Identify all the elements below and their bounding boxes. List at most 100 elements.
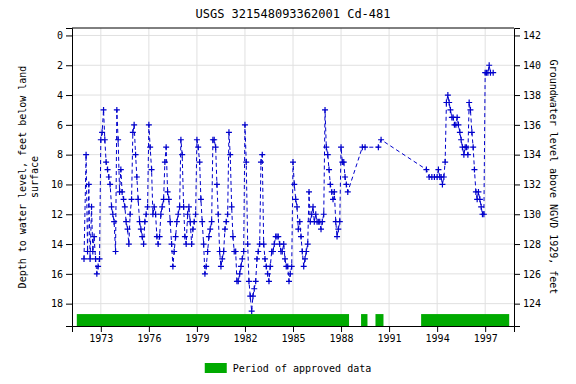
tick-label: 6 (57, 120, 63, 131)
marker (221, 249, 227, 255)
marker (165, 189, 171, 195)
tick-mark (66, 274, 72, 275)
marker (139, 234, 145, 240)
marker (266, 278, 272, 284)
tick-label: 1982 (233, 333, 257, 344)
axis-line (515, 29, 521, 327)
marker (203, 263, 209, 269)
marker (114, 107, 120, 113)
tick-mark (514, 304, 520, 305)
tick: 1973 (89, 326, 113, 344)
marker (86, 181, 92, 187)
tick: 14 (51, 239, 72, 250)
marker (159, 204, 165, 210)
tick-label: 14 (51, 239, 63, 250)
tick: 4 (57, 90, 72, 101)
marker (225, 211, 231, 217)
tick-label: 130 (523, 209, 541, 220)
marker (242, 122, 248, 128)
marker (115, 137, 121, 143)
marker (218, 263, 224, 269)
tick-label: 1994 (426, 333, 450, 344)
tick-mark (66, 155, 72, 156)
marker (475, 189, 481, 195)
tick: 126 (514, 269, 541, 280)
marker (129, 196, 135, 202)
tick-mark (197, 326, 198, 332)
tick-label: 138 (523, 90, 541, 101)
marker (205, 249, 211, 255)
marker (229, 204, 235, 210)
tick-mark (245, 326, 246, 332)
marker (186, 204, 192, 210)
tick-label: 0 (57, 30, 63, 41)
grid-line-y (72, 35, 514, 36)
marker (238, 263, 244, 269)
tick: 18 (51, 298, 72, 309)
marker (207, 226, 213, 232)
tick: 124 (514, 298, 541, 309)
marker (94, 271, 100, 277)
marker (134, 174, 140, 180)
marker (302, 256, 308, 262)
marker (239, 256, 245, 262)
marker (465, 152, 471, 158)
series-markers (81, 62, 496, 314)
marker (182, 234, 188, 240)
marker (126, 241, 132, 247)
marker (442, 159, 448, 165)
tick-mark (485, 326, 486, 332)
marker (146, 122, 152, 128)
marker (341, 159, 347, 165)
axis-line (66, 29, 73, 327)
marker (271, 241, 277, 247)
marker (439, 181, 445, 187)
marker (470, 144, 476, 150)
tick: 1985 (281, 326, 305, 344)
marker (211, 137, 217, 143)
marker (85, 249, 91, 255)
tick: 2 (57, 60, 72, 71)
marker (97, 256, 103, 262)
marker (467, 107, 473, 113)
tick-label: 16 (51, 269, 63, 280)
marker (237, 271, 243, 277)
tick-mark (514, 214, 520, 215)
tick-label: 128 (523, 239, 541, 250)
marker (101, 107, 107, 113)
marker (241, 249, 247, 255)
tick: 138 (514, 90, 541, 101)
tick-mark (514, 155, 520, 156)
marker (103, 159, 109, 165)
tick: 1988 (329, 326, 353, 344)
marker (423, 167, 429, 173)
tick-mark (66, 214, 72, 215)
chart-container: 1973197619791982198519881991199419970246… (0, 0, 576, 384)
marker (345, 189, 351, 195)
marker (230, 234, 236, 240)
marker (454, 114, 460, 120)
marker (95, 263, 101, 269)
tick-label: 1985 (281, 333, 305, 344)
marker (123, 219, 129, 225)
marker (119, 189, 125, 195)
x-axis: 197319761979198219851988199119941997 (73, 326, 515, 344)
tick: 140 (514, 60, 541, 71)
marker (441, 174, 447, 180)
marker (282, 256, 288, 262)
marker (89, 204, 95, 210)
marker (190, 226, 196, 232)
grid-line-y (72, 214, 514, 215)
plot-area: 1973197619791982198519881991199419970246… (17, 28, 559, 344)
tick-label: 1976 (137, 333, 161, 344)
marker (378, 137, 384, 143)
marker (110, 211, 116, 217)
marker (477, 196, 483, 202)
grid-line-x (244, 28, 245, 326)
marker (325, 152, 331, 158)
tick-label: 136 (523, 120, 541, 131)
marker (107, 181, 113, 187)
marker (463, 144, 469, 150)
marker (91, 234, 97, 240)
marker (293, 196, 299, 202)
